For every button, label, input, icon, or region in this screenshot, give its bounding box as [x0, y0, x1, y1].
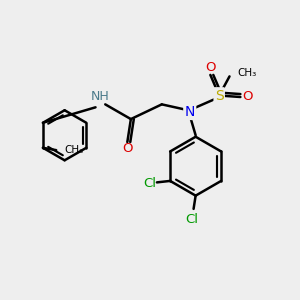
Text: O: O [122, 142, 133, 155]
Text: O: O [205, 61, 216, 74]
Text: CH₃: CH₃ [238, 68, 257, 78]
Text: O: O [242, 91, 253, 103]
Text: Cl: Cl [186, 213, 199, 226]
Text: CH₃: CH₃ [64, 145, 83, 155]
Text: Cl: Cl [143, 177, 156, 190]
Text: S: S [215, 88, 224, 103]
Text: NH: NH [91, 91, 110, 103]
Text: N: N [184, 105, 195, 119]
